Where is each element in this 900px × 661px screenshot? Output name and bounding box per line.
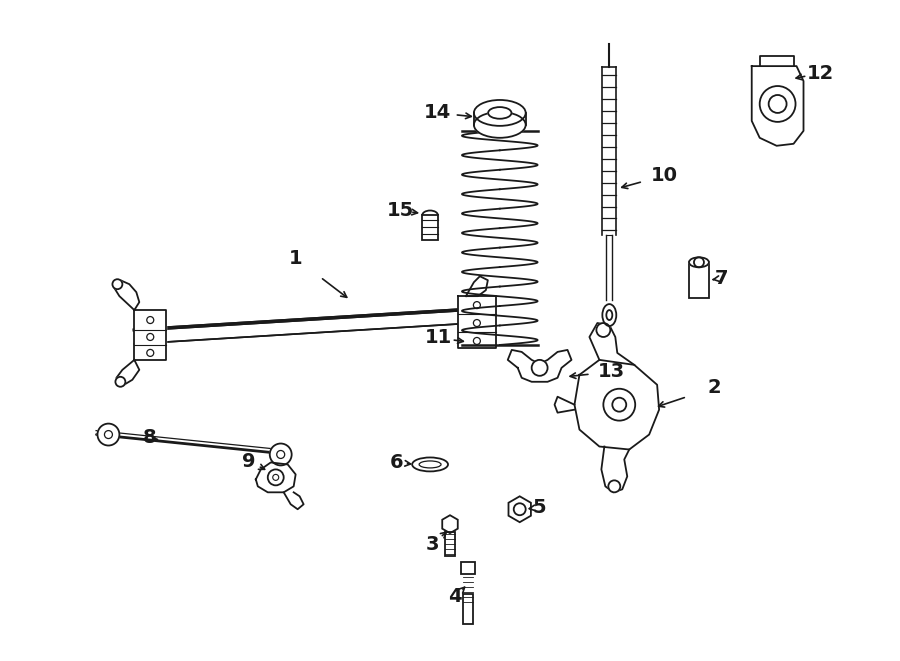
- Circle shape: [603, 389, 635, 420]
- Circle shape: [608, 481, 620, 492]
- Polygon shape: [508, 350, 572, 382]
- Bar: [689, 262, 709, 298]
- Bar: [445, 532, 455, 556]
- Polygon shape: [508, 496, 531, 522]
- Ellipse shape: [602, 304, 616, 326]
- Ellipse shape: [474, 112, 526, 137]
- Polygon shape: [134, 308, 490, 344]
- Text: 14: 14: [423, 103, 451, 122]
- Bar: [461, 562, 475, 574]
- Ellipse shape: [689, 257, 709, 267]
- Bar: [463, 594, 473, 624]
- Polygon shape: [752, 66, 804, 146]
- Polygon shape: [134, 310, 166, 360]
- Polygon shape: [458, 296, 496, 348]
- Polygon shape: [590, 323, 634, 365]
- Polygon shape: [554, 397, 574, 412]
- Text: 13: 13: [598, 362, 625, 381]
- Polygon shape: [256, 463, 296, 492]
- Text: 15: 15: [387, 201, 414, 220]
- Polygon shape: [116, 360, 140, 386]
- Text: 4: 4: [448, 588, 462, 606]
- Polygon shape: [114, 280, 140, 310]
- Polygon shape: [601, 447, 629, 492]
- Circle shape: [597, 323, 610, 337]
- Circle shape: [115, 377, 125, 387]
- Ellipse shape: [488, 107, 511, 119]
- Text: 8: 8: [142, 428, 156, 447]
- Circle shape: [532, 360, 547, 376]
- Text: 2: 2: [707, 378, 721, 397]
- Circle shape: [97, 424, 120, 446]
- Polygon shape: [442, 515, 458, 533]
- Polygon shape: [760, 56, 794, 66]
- Text: 5: 5: [533, 498, 546, 517]
- Text: 7: 7: [716, 269, 729, 288]
- Bar: [422, 215, 438, 241]
- Ellipse shape: [474, 100, 526, 126]
- Text: 9: 9: [242, 452, 256, 471]
- Polygon shape: [574, 360, 659, 449]
- Circle shape: [112, 279, 122, 289]
- Ellipse shape: [412, 457, 448, 471]
- Circle shape: [270, 444, 292, 465]
- Text: 11: 11: [425, 329, 452, 348]
- Polygon shape: [466, 276, 488, 296]
- Text: 10: 10: [651, 166, 678, 185]
- Polygon shape: [284, 492, 303, 509]
- Circle shape: [268, 469, 284, 485]
- Circle shape: [760, 86, 796, 122]
- Text: 3: 3: [426, 535, 439, 554]
- Text: 6: 6: [390, 453, 403, 472]
- Text: 1: 1: [289, 249, 302, 268]
- Text: 12: 12: [806, 63, 834, 83]
